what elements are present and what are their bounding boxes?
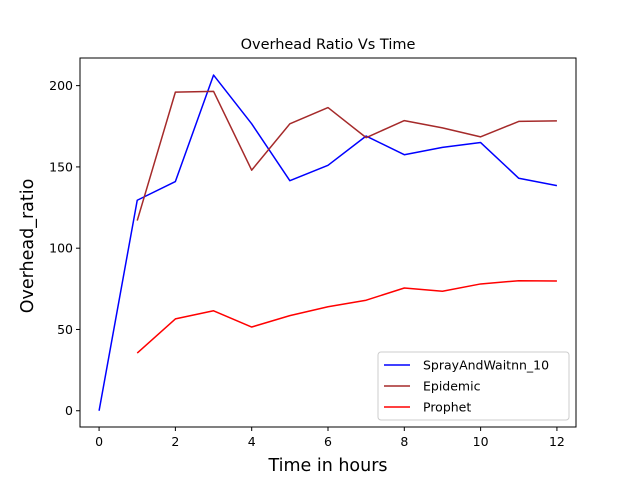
- y-tick-label: 200: [49, 78, 73, 93]
- x-tick-label: 6: [324, 434, 332, 449]
- y-tick-label: 50: [57, 322, 73, 337]
- plot-series-group: [98, 74, 558, 411]
- x-tick-label: 4: [248, 434, 256, 449]
- x-tick-label: 10: [473, 434, 489, 449]
- x-tick-label: 0: [95, 434, 103, 449]
- legend: SprayAndWaitnn_10 Epidemic Prophet: [377, 351, 570, 421]
- x-axis-ticks: 0 2 4 6 8 10 12: [95, 427, 565, 449]
- chart-title: Overhead Ratio Vs Time: [241, 37, 416, 53]
- series-line-0: [98, 74, 558, 411]
- legend-entry-label: SprayAndWaitnn_10: [423, 358, 549, 373]
- y-tick-label: 100: [49, 241, 73, 256]
- series-line-1: [136, 90, 557, 221]
- y-axis-label: Overhead_ratio: [18, 179, 38, 314]
- x-tick-label: 12: [549, 434, 565, 449]
- x-tick-label: 2: [171, 434, 179, 449]
- series-line-2: [136, 279, 557, 354]
- legend-box: [377, 351, 570, 421]
- y-tick-label: 0: [65, 403, 73, 418]
- x-axis-label: Time in hours: [267, 456, 387, 476]
- y-tick-label: 150: [49, 159, 73, 174]
- legend-entry-label: Prophet: [423, 400, 471, 415]
- x-tick-label: 8: [400, 434, 408, 449]
- y-axis-ticks: 0 50 100 150 200: [49, 78, 80, 418]
- legend-entry-label: Epidemic: [423, 379, 481, 394]
